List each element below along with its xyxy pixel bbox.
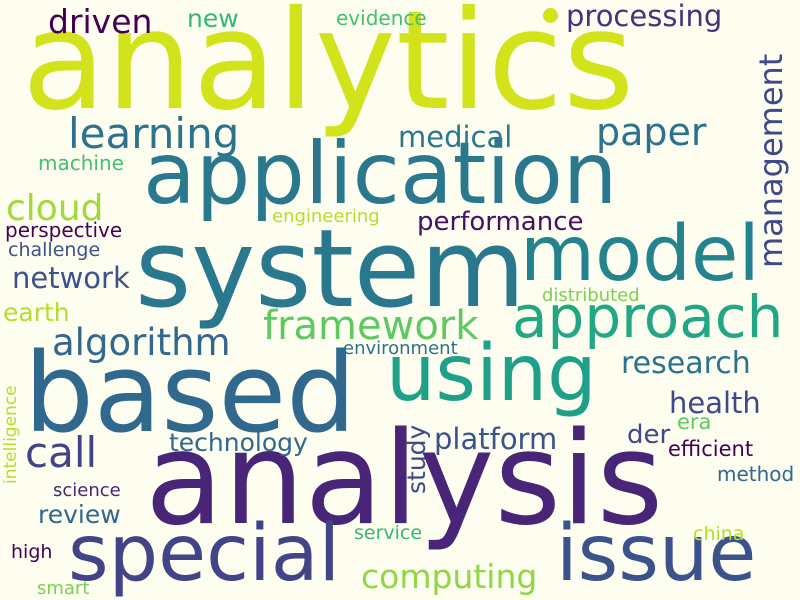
dot-mark <box>543 8 558 23</box>
word-call: call <box>25 428 98 477</box>
word-method: method <box>717 462 795 486</box>
word-platform: platform <box>434 422 558 456</box>
word-technology: technology <box>169 428 308 457</box>
word-algorithm: algorithm <box>52 321 231 364</box>
word-evidence: evidence <box>336 6 427 30</box>
word-china: china <box>693 523 745 545</box>
word-engineering: engineering <box>272 206 380 227</box>
word-based: based <box>24 329 357 457</box>
word-challenge: challenge <box>8 239 101 261</box>
word-system: system <box>135 207 526 332</box>
word-learning: learning <box>68 109 240 158</box>
word-framework: framework <box>263 303 479 349</box>
word-special: special <box>68 509 341 599</box>
word-driven: driven <box>48 2 153 41</box>
word-review: review <box>38 500 121 529</box>
word-network: network <box>12 261 130 295</box>
word-using: using <box>386 329 597 419</box>
word-new: new <box>187 4 239 33</box>
word-study: study <box>402 424 431 494</box>
word-research: research <box>621 346 751 381</box>
word-smart: smart <box>37 578 90 599</box>
word-computing: computing <box>361 557 538 596</box>
word-paper: paper <box>596 110 707 154</box>
word-model: model <box>520 210 760 299</box>
word-cloud: cloud <box>6 188 104 229</box>
word-analytics: analytics <box>22 0 635 141</box>
word-efficient: efficient <box>668 437 754 461</box>
word-environment: environment <box>343 338 458 359</box>
word-intelligence: intelligence <box>1 385 21 484</box>
word-approach: approach <box>512 283 784 351</box>
word-science: science <box>53 480 121 501</box>
word-service: service <box>354 522 423 544</box>
word-application: application <box>143 124 618 224</box>
word-analysis: analysis <box>145 405 664 554</box>
word-health: health <box>669 386 761 420</box>
word-issue: issue <box>556 509 757 599</box>
word-distributed: distributed <box>542 285 640 306</box>
word-earth: earth <box>3 298 70 327</box>
word-performance: performance <box>417 207 584 237</box>
word-medical: medical <box>398 120 513 154</box>
word-machine: machine <box>38 151 124 175</box>
word-high: high <box>11 541 53 563</box>
word-processing: processing <box>566 0 723 33</box>
word-perspective: perspective <box>5 218 123 242</box>
word-management: management <box>752 53 790 268</box>
word-der: der <box>627 420 671 450</box>
word-era: era <box>677 410 712 434</box>
